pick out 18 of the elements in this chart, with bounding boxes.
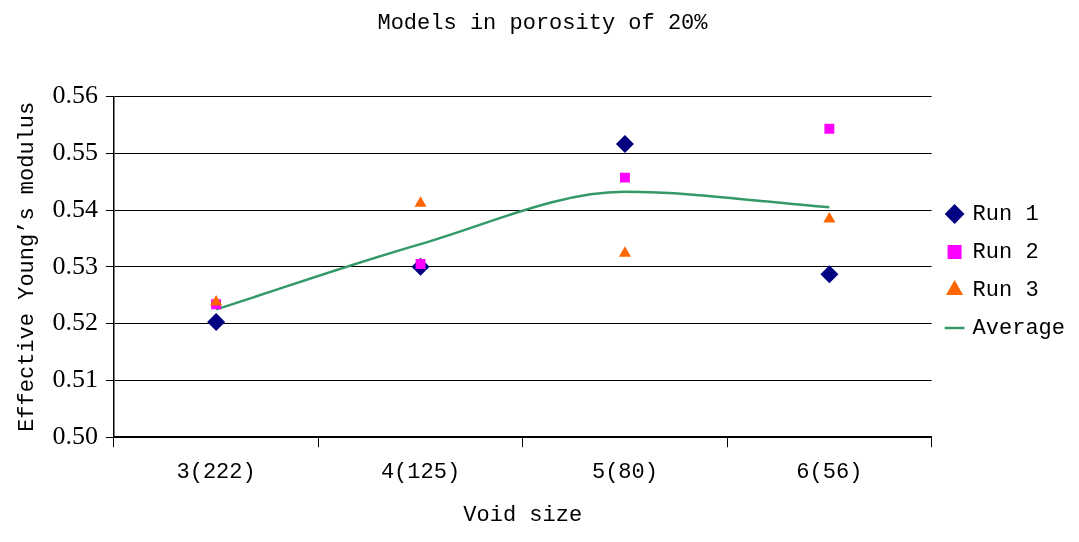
- x-tick-label: 3(222): [176, 460, 256, 486]
- x-tick-label: 6(56): [796, 460, 863, 486]
- legend-label: Run 3: [972, 277, 1039, 303]
- y-tick-label: 0.53: [52, 250, 98, 280]
- legend-label: Run 2: [972, 239, 1039, 265]
- x-axis-title: Void size: [463, 502, 583, 528]
- y-axis-title: Effective Young’s modulus: [15, 101, 41, 432]
- y-tick-label: 0.50: [52, 421, 98, 451]
- y-tick-label: 0.55: [52, 137, 98, 167]
- x-tick-label: 5(80): [591, 460, 658, 486]
- y-tick-label: 0.56: [52, 80, 98, 110]
- chart-title: Models in porosity of 20%: [377, 11, 709, 37]
- legend-label: Run 1: [972, 201, 1039, 227]
- y-tick-label: 0.52: [52, 307, 98, 337]
- x-tick-label: 4(125): [380, 460, 461, 486]
- y-tick-label: 0.54: [52, 193, 98, 223]
- y-tick-label: 0.51: [52, 364, 98, 394]
- legend-label: Average: [972, 315, 1066, 341]
